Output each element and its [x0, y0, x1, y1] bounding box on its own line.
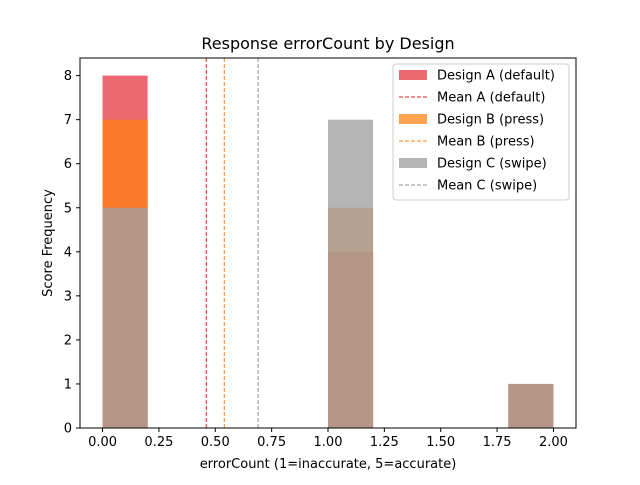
legend-label-design-c-swipe: Design C (swipe) — [437, 157, 547, 172]
legend-label-design-b-press: Design B (press) — [437, 113, 544, 128]
bars-layer — [102, 75, 554, 429]
bar-design-c-swipe-bin-5 — [328, 119, 374, 429]
x-tick-label-2: 0.50 — [201, 435, 230, 450]
mean-lines-layer — [205, 58, 259, 428]
legend-swatch-design-c-swipe — [399, 158, 427, 168]
y-tick-label-2: 2 — [64, 333, 72, 348]
legend-label-design-a-default: Design A (default) — [437, 69, 555, 84]
y-tick-label-6: 6 — [64, 157, 72, 172]
y-axis-label: Score Frequency — [41, 189, 56, 297]
y-tick-label-5: 5 — [64, 201, 72, 216]
bar-design-c-swipe-bin-9 — [508, 383, 554, 428]
x-tick-label-5: 1.25 — [370, 435, 399, 450]
bar-design-c-swipe-bin-0 — [102, 207, 148, 428]
y-tick-label-7: 7 — [64, 113, 72, 128]
legend: Design A (default) Mean A (default) Design… — [392, 63, 570, 201]
y-tick-label-1: 1 — [64, 377, 72, 392]
legend-label-mean-a-default: Mean A (default) — [437, 91, 545, 106]
y-tick-label-4: 4 — [64, 245, 72, 260]
x-axis: 0.00 0.25 0.50 0.75 1.00 1.25 1.50 1.75 2.00 — [88, 428, 568, 450]
chart-title: Response errorCount by Design — [201, 34, 454, 53]
y-tick-label-0: 0 — [64, 422, 72, 437]
legend-swatch-design-b-press — [399, 114, 427, 124]
x-tick-label-6: 1.50 — [426, 435, 455, 450]
legend-label-mean-b-press: Mean B (press) — [437, 135, 535, 150]
x-axis-label: errorCount (1=inaccurate, 5=accurate) — [200, 457, 457, 472]
y-tick-label-3: 3 — [64, 289, 72, 304]
x-tick-label-3: 0.75 — [257, 435, 286, 450]
x-tick-label-0: 0.00 — [88, 435, 117, 450]
y-axis: 0 1 2 3 4 5 6 7 8 — [64, 69, 80, 437]
legend-swatch-design-a-default — [399, 70, 427, 80]
x-tick-label-8: 2.00 — [539, 435, 568, 450]
x-tick-label-1: 0.25 — [144, 435, 173, 450]
legend-box — [392, 63, 570, 201]
y-tick-label-8: 8 — [64, 69, 72, 84]
legend-label-mean-c-swipe: Mean C (swipe) — [437, 179, 537, 194]
x-tick-label-7: 1.75 — [483, 435, 512, 450]
x-tick-label-4: 1.00 — [314, 435, 343, 450]
